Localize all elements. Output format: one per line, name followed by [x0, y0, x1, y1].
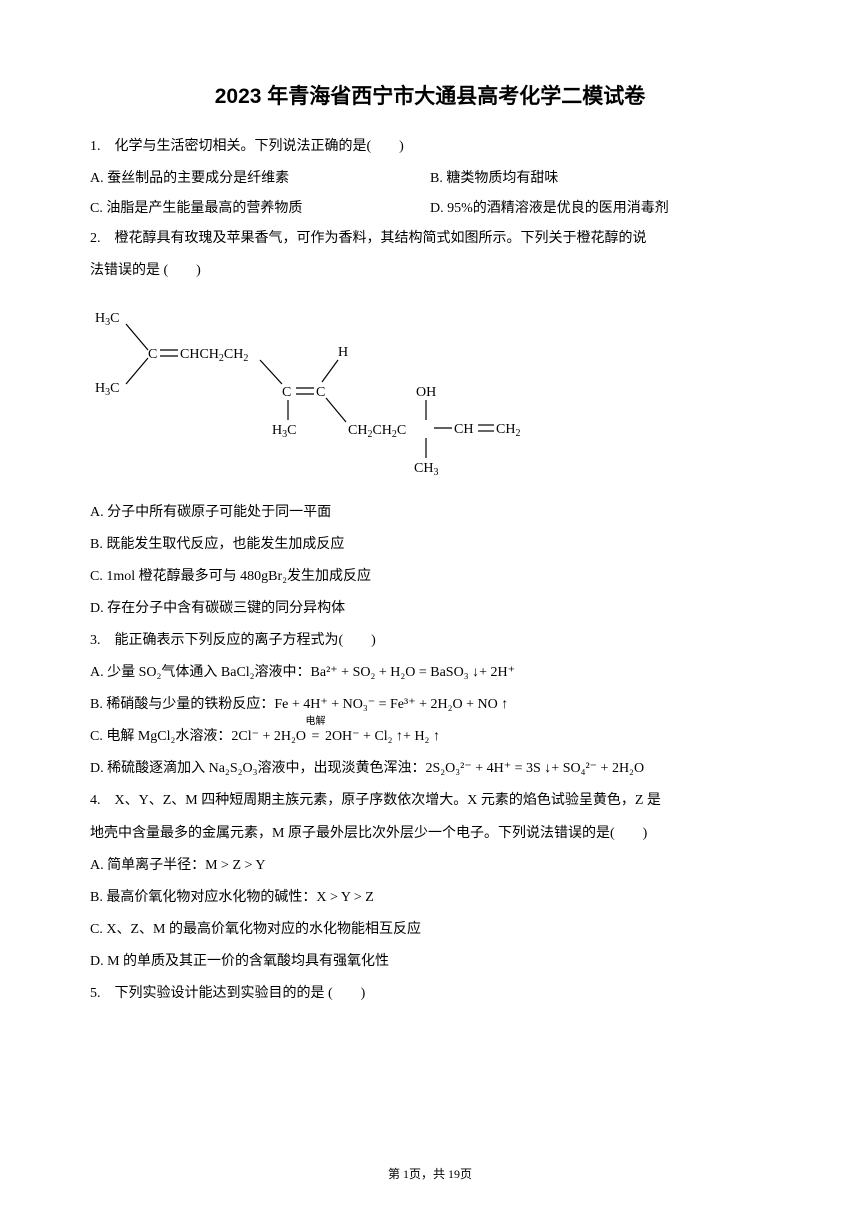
q3-opt-b: B. 稀硝酸与少量的铁粉反应：Fe + 4H⁺ + NO₃⁻ = Fe³⁺ + … — [90, 690, 770, 720]
q2-opt-c: C. 1mol 橙花醇最多可与 480gBr₂发生加成反应 — [90, 562, 770, 592]
svg-text:OH: OH — [416, 385, 436, 400]
q5-stem: 5. 下列实验设计能达到实验目的的是 ( ) — [90, 979, 770, 1009]
q3-stem: 3. 能正确表示下列反应的离子方程式为( ) — [90, 626, 770, 656]
q3c-eq-left: 2Cl⁻ + 2H₂O — [231, 729, 309, 744]
q1-stem: 1. 化学与生活密切相关。下列说法正确的是( ) — [90, 132, 770, 162]
q3-opt-c: C. 电解 MgCl₂水溶液：2Cl⁻ + 2H₂O 电解= 2OH⁻ + Cl… — [90, 722, 770, 752]
page-footer: 第 1页，共 19页 — [0, 1165, 860, 1182]
q2-stem2: 法错误的是 ( ) — [90, 256, 770, 286]
q4-opt-b: B. 最高价氧化物对应水化物的碱性：X > Y > Z — [90, 883, 770, 913]
svg-text:CH2: CH2 — [496, 422, 520, 439]
q1-opt-c: C. 油脂是产生能量最高的营养物质 — [90, 194, 430, 224]
q4-opt-d: D. M 的单质及其正一价的含氧酸均具有强氧化性 — [90, 947, 770, 977]
svg-text:H3C: H3C — [272, 423, 296, 440]
q3c-eq-right: 2OH⁻ + Cl₂ ↑+ H₂ ↑ — [321, 729, 440, 744]
svg-text:CHCH2CH2: CHCH2CH2 — [180, 347, 248, 364]
q3-opt-a: A. 少量 SO₂气体通入 BaCl₂溶液中：Ba²⁺ + SO₂ + H₂O … — [90, 658, 770, 688]
q1-opt-d: D. 95%的酒精溶液是优良的医用消毒剂 — [430, 194, 770, 224]
svg-text:C: C — [148, 347, 157, 362]
q2-stem1: 2. 橙花醇具有玫瑰及苹果香气，可作为香料，其结构简式如图所示。下列关于橙花醇的… — [90, 224, 770, 254]
q3c-eq-label: 电解 — [305, 711, 325, 733]
svg-text:CH: CH — [454, 422, 473, 437]
q3c-eq-arrow: 电解= — [310, 722, 322, 752]
svg-text:C: C — [316, 385, 325, 400]
svg-text:CH2CH2C: CH2CH2C — [348, 423, 406, 440]
q1-opt-a: A. 蚕丝制品的主要成分是纤维素 — [90, 164, 430, 194]
svg-text:H: H — [338, 345, 348, 360]
q4-stem2: 地壳中含量最多的金属元素，M 原子最外层比次外层少一个电子。下列说法错误的是( … — [90, 819, 770, 849]
svg-text:C: C — [282, 385, 291, 400]
exam-title: 2023 年青海省西宁市大通县高考化学二模试卷 — [90, 80, 770, 110]
q4-opt-c: C. X、Z、M 的最高价氧化物对应的水化物能相互反应 — [90, 915, 770, 945]
q4-stem1: 4. X、Y、Z、M 四种短周期主族元素，原子序数依次增大。X 元素的焰色试验呈… — [90, 786, 770, 816]
q2-opt-d: D. 存在分子中含有碳碳三键的同分异构体 — [90, 594, 770, 624]
fig-h3c-bot: H3C — [95, 381, 119, 398]
chemical-structure-figure: H3C H3C C CHCH2CH2 C H3C C H CH2CH2C OH — [90, 300, 520, 475]
q3-opt-d: D. 稀硫酸逐滴加入 Na₂S₂O₃溶液中，出现淡黄色浑浊：2S₂O₃²⁻ + … — [90, 754, 770, 784]
fig-h3c-top: H3C — [95, 311, 119, 328]
q1-opt-b: B. 糖类物质均有甜味 — [430, 164, 770, 194]
q3c-pre: C. 电解 MgCl₂水溶液： — [90, 729, 231, 744]
q2-opt-a: A. 分子中所有碳原子可能处于同一平面 — [90, 498, 770, 528]
q2-opt-b: B. 既能发生取代反应，也能发生加成反应 — [90, 530, 770, 560]
q4-opt-a: A. 简单离子半径：M > Z > Y — [90, 851, 770, 881]
question-body: 1. 化学与生活密切相关。下列说法正确的是( ) A. 蚕丝制品的主要成分是纤维… — [90, 132, 770, 1009]
svg-text:CH3: CH3 — [414, 461, 438, 475]
